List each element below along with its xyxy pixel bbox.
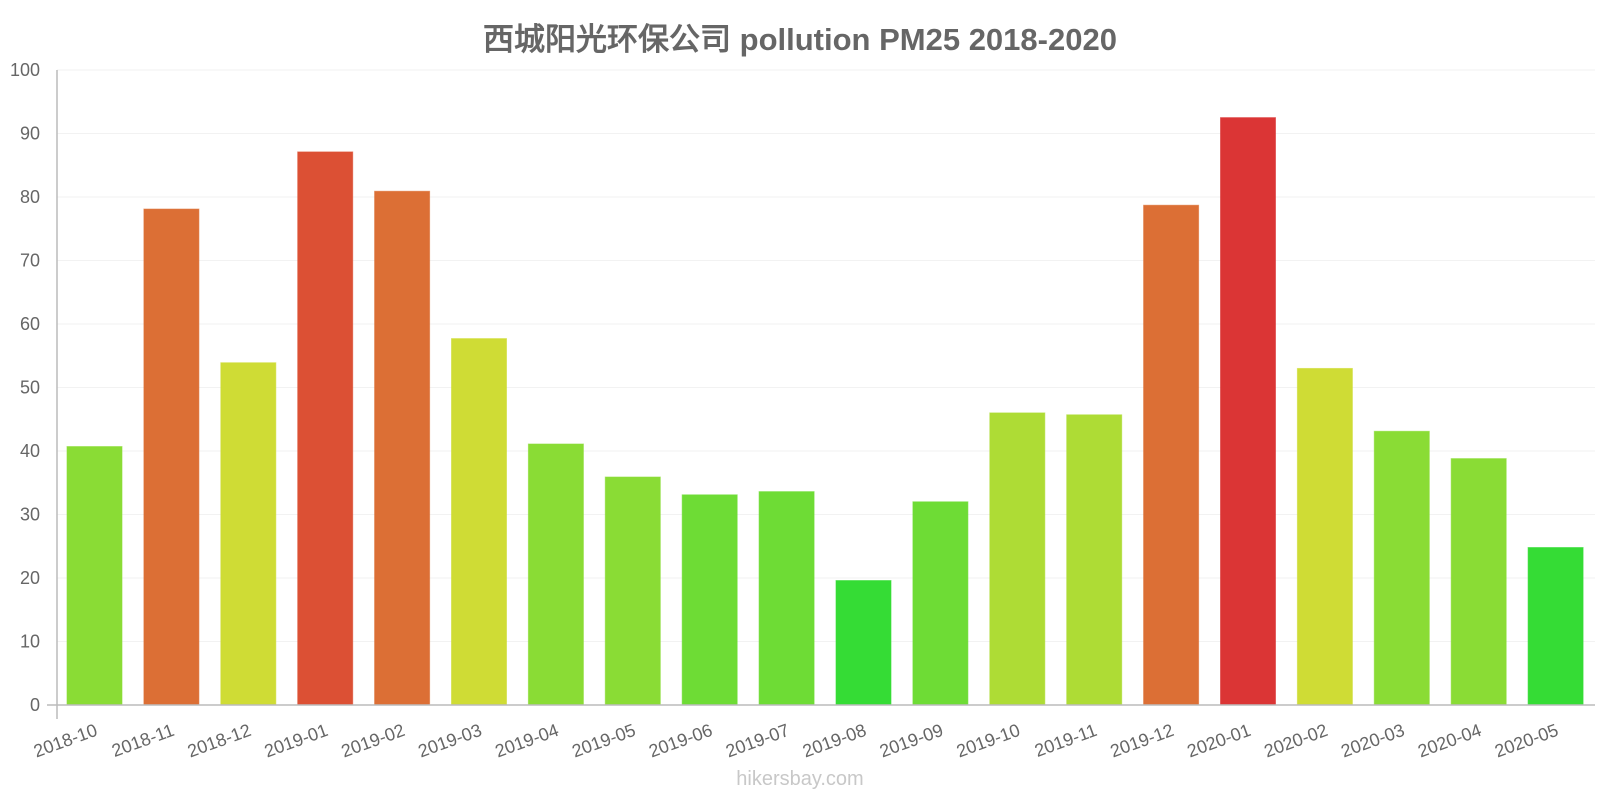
bar-2019-09[interactable] [912, 501, 969, 706]
bar-2018-10[interactable] [66, 446, 123, 706]
x-tick-label: 2018-10 [31, 720, 100, 761]
y-tick-label: 70 [20, 251, 40, 271]
x-tick-label: 2019-08 [800, 720, 869, 761]
x-tick-label: 2019-06 [646, 720, 715, 761]
bar-2020-04[interactable] [1450, 458, 1507, 706]
y-tick-label: 10 [20, 632, 40, 652]
bar-2019-10[interactable] [989, 412, 1046, 706]
x-tick-label: 2019-12 [1108, 720, 1177, 761]
x-tick-label: 2019-05 [569, 720, 638, 761]
bar-2019-05[interactable] [604, 476, 661, 706]
x-tick-label: 2019-01 [262, 720, 331, 761]
x-tick-label: 2020-01 [1184, 720, 1253, 761]
y-tick-label: 30 [20, 505, 40, 525]
bar-2019-02[interactable] [374, 190, 431, 706]
bars [66, 117, 1584, 706]
y-tick-label: 20 [20, 568, 40, 588]
bar-2018-11[interactable] [143, 208, 200, 706]
y-tick-label: 60 [20, 314, 40, 334]
bar-2020-05[interactable] [1527, 547, 1584, 706]
x-tick-label: 2020-03 [1338, 720, 1407, 761]
x-tick-label: 2019-09 [877, 720, 946, 761]
bar-2019-08[interactable] [835, 580, 892, 706]
x-tick-label: 2020-05 [1492, 720, 1561, 761]
x-tick-label: 2019-10 [954, 720, 1023, 761]
x-tick-label: 2019-07 [723, 720, 792, 761]
y-tick-label: 0 [30, 695, 40, 715]
bar-2019-03[interactable] [451, 338, 507, 706]
y-tick-label: 80 [20, 187, 40, 207]
x-axis-ticks: 2018-10 2018-11 2018-12 2019-01 2019-02 2019-… [31, 720, 1561, 761]
bar-2019-01[interactable] [297, 151, 354, 706]
bar-2020-02[interactable] [1296, 367, 1353, 706]
x-tick-label: 2018-12 [185, 720, 254, 761]
axes [47, 70, 1595, 719]
bar-2020-01[interactable] [1220, 117, 1276, 706]
bar-2019-11[interactable] [1066, 414, 1123, 706]
x-tick-label: 2020-04 [1415, 720, 1484, 761]
x-tick-label: 2019-11 [1032, 720, 1100, 761]
y-tick-label: 50 [20, 378, 40, 398]
bar-2018-12[interactable] [220, 362, 277, 706]
bar-2019-07[interactable] [758, 491, 815, 706]
bar-2020-03[interactable] [1373, 430, 1430, 706]
x-tick-label: 2019-04 [492, 720, 561, 761]
x-tick-label: 2019-02 [339, 720, 408, 761]
chart-title: 西城阳光环保公司 pollution PM25 2018-2020 [483, 22, 1117, 57]
y-axis-ticks: 0 10 20 30 40 50 60 70 80 90 100 [10, 60, 40, 715]
y-tick-label: 100 [10, 60, 40, 80]
y-tick-label: 90 [20, 124, 40, 144]
bar-2019-12[interactable] [1143, 204, 1200, 706]
bar-2019-04[interactable] [527, 443, 584, 706]
x-tick-label: 2018-11 [109, 720, 177, 761]
x-tick-label: 2019-03 [415, 720, 484, 761]
y-tick-label: 40 [20, 441, 40, 461]
x-tick-label: 2020-02 [1261, 720, 1330, 761]
gridlines [57, 69, 1595, 642]
watermark: hikersbay.com [736, 768, 864, 790]
bar-2019-06[interactable] [681, 494, 738, 706]
